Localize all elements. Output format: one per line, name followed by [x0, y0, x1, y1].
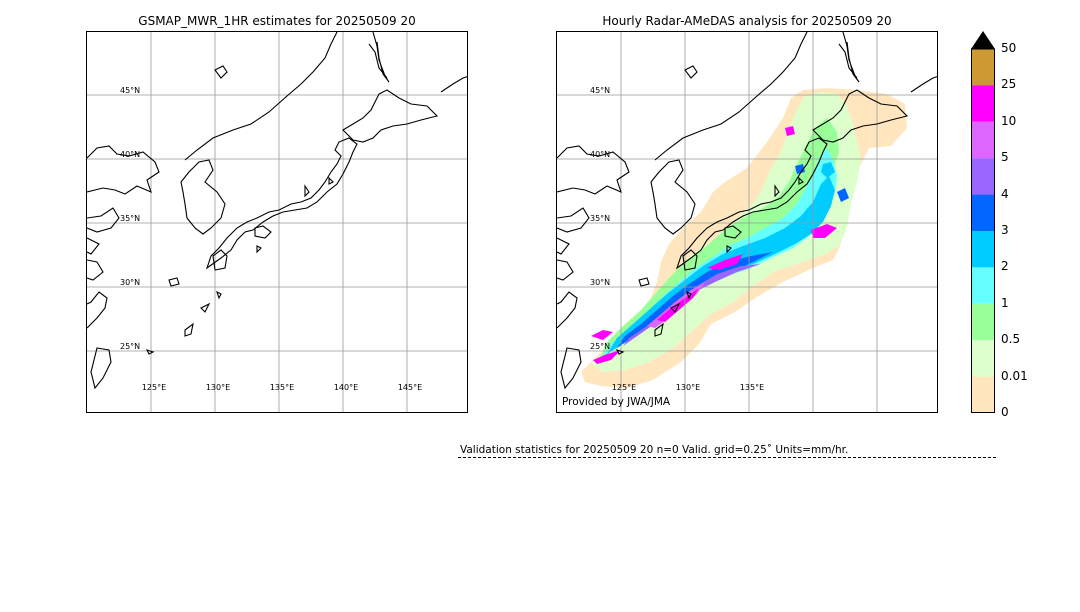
lat-label: 40°N [590, 150, 610, 159]
precipitation-colorbar [971, 31, 995, 413]
right-map-title: Hourly Radar-AMeDAS analysis for 2025050… [602, 14, 892, 28]
lat-label: 25°N [590, 342, 610, 351]
precipitation-field [581, 88, 907, 388]
lat-label: 45°N [120, 86, 140, 95]
coastlines [87, 32, 467, 390]
colorbar-swatch [971, 85, 995, 122]
colorbar-tick-label: 4 [1001, 186, 1009, 201]
lat-label: 40°N [120, 150, 140, 159]
colorbar-tick-label: 0.5 [1001, 332, 1021, 347]
lat-label: 35°N [120, 214, 140, 223]
colorbar-border [971, 48, 995, 413]
left-map-title: GSMAP_MWR_1HR estimates for 20250509 20 [138, 14, 416, 28]
lat-labels: 45°N 40°N 35°N 30°N 25°N [590, 86, 610, 351]
lon-label: 145°E [398, 383, 422, 392]
colorbar-swatch [971, 340, 995, 377]
lon-label: 125°E [142, 383, 166, 392]
lat-label: 25°N [120, 342, 140, 351]
colorbar-extend-arrow [971, 31, 995, 49]
colorbar-tick-label: 3 [1001, 223, 1009, 237]
colorbar-swatch [971, 49, 995, 86]
lon-label: 130°E [676, 383, 700, 392]
lon-label: 135°E [270, 383, 294, 392]
gsmap-map: 45°N 40°N 35°N 30°N 25°N 125°E 130°E 135… [87, 32, 467, 412]
gsmap-map-panel: 45°N 40°N 35°N 30°N 25°N 125°E 130°E 135… [86, 31, 468, 413]
validation-statistics: Validation statistics for 20250509 20 n=… [460, 444, 849, 456]
colorbar-swatch [971, 121, 995, 159]
colorbar-swatch [971, 376, 995, 413]
lat-label: 30°N [120, 278, 140, 287]
colorbar-tick-label: 5 [1001, 150, 1009, 165]
colorbar-swatch [971, 267, 995, 304]
colorbar-tick-label: 10 [1001, 113, 1017, 128]
colorbar-tick-label: 25 [1001, 77, 1017, 92]
colorbar-tick-label: 2 [1001, 259, 1009, 274]
lat-label: 35°N [590, 214, 610, 223]
lon-label: 135°E [740, 383, 764, 392]
lon-labels: 125°E 130°E 135°E [612, 383, 764, 392]
map-gridlines [87, 32, 467, 412]
lon-label: 125°E [612, 383, 636, 392]
radar-map-panel: 45°N 40°N 35°N 30°N 25°N 125°E 130°E 135… [556, 31, 938, 413]
lat-labels: 45°N 40°N 35°N 30°N 25°N [120, 86, 140, 351]
colorbar-tick-label: 50 [1001, 41, 1017, 55]
lon-label: 140°E [334, 383, 358, 392]
colorbar-tick-label: 0.01 [1001, 368, 1028, 383]
coastlines [557, 32, 937, 390]
lon-labels: 125°E 130°E 135°E 140°E 145°E [142, 383, 422, 392]
colorbar-tick-label: 1 [1001, 295, 1009, 310]
colorbar-swatch [971, 158, 995, 195]
colorbar-swatch [971, 303, 995, 341]
credit-text: Provided by JWA/JMA [562, 396, 671, 408]
lat-label: 45°N [590, 86, 610, 95]
colorbar-tick-label: 0 [1001, 405, 1009, 419]
colorbar-swatch [971, 231, 995, 268]
lon-label: 130°E [206, 383, 230, 392]
colorbar-swatch [971, 194, 995, 231]
radar-map: 45°N 40°N 35°N 30°N 25°N 125°E 130°E 135… [557, 32, 937, 412]
lat-label: 30°N [590, 278, 610, 287]
validation-divider [458, 457, 996, 458]
